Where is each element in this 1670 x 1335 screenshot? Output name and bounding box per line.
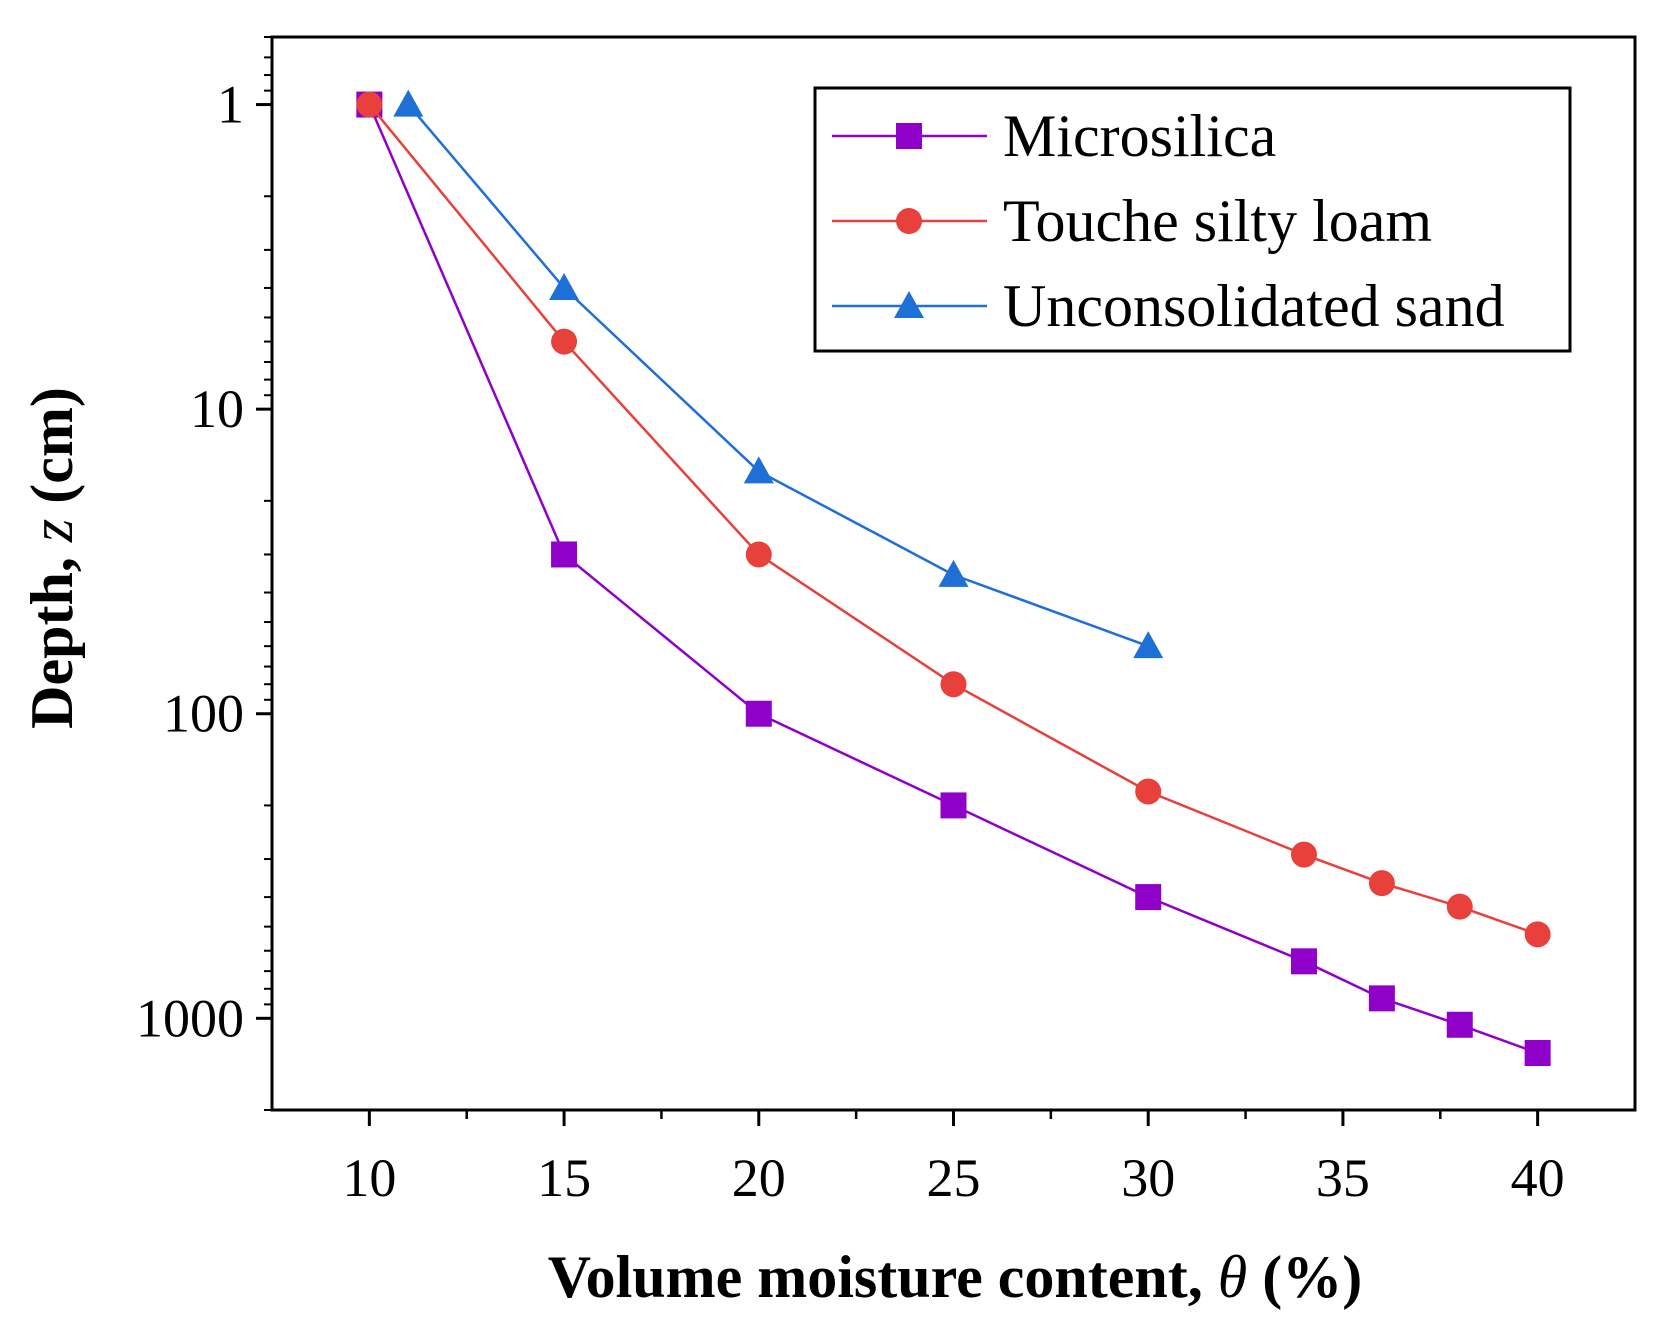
data-point-microsilica — [1524, 1040, 1551, 1067]
data-point-touche-silty-loam — [745, 541, 772, 568]
data-point-unconsolidated-sand — [743, 456, 774, 484]
x-axis-title: Volume moisture content, θ (%) — [548, 1244, 1362, 1310]
data-point-microsilica — [551, 541, 578, 568]
y-tick-label: 100 — [163, 684, 244, 744]
y-tick-label: 1 — [217, 75, 244, 135]
y-tick-label: 1000 — [136, 988, 244, 1048]
legend-marker-touche-silty-loam — [896, 208, 922, 234]
data-point-unconsolidated-sand — [549, 272, 580, 300]
series-unconsolidated-sand — [393, 89, 1164, 659]
data-point-microsilica — [745, 700, 772, 727]
data-point-microsilica — [1446, 1011, 1473, 1038]
legend-entry-microsilica: Microsilica — [832, 103, 1276, 169]
data-point-microsilica — [940, 792, 967, 819]
data-point-microsilica — [1135, 884, 1162, 911]
data-point-microsilica — [1290, 948, 1317, 975]
series-touche-silty-loam — [356, 91, 1551, 948]
legend-marker-microsilica — [896, 123, 922, 149]
x-tick-label: 10 — [342, 1148, 396, 1208]
x-tick-label: 15 — [537, 1148, 591, 1208]
y-tick-label: 10 — [190, 379, 244, 439]
x-tick-label: 40 — [1511, 1148, 1565, 1208]
data-point-touche-silty-loam — [356, 91, 383, 118]
data-point-unconsolidated-sand — [393, 89, 424, 117]
data-point-touche-silty-loam — [1524, 921, 1551, 948]
data-point-touche-silty-loam — [1368, 870, 1395, 897]
legend-label-touche-silty-loam: Touche silty loam — [1003, 188, 1432, 254]
legend: Microsilica Touche silty loam Unconsolidat… — [813, 86, 1572, 353]
legend-entry-unconsolidated-sand: Unconsolidated sand — [832, 273, 1505, 339]
x-tick-label: 20 — [732, 1148, 786, 1208]
y-axis-title: Depth, z (cm) — [19, 387, 85, 729]
legend-label-microsilica: Microsilica — [1003, 103, 1276, 169]
data-point-unconsolidated-sand — [1133, 631, 1164, 659]
x-tick-label: 25 — [927, 1148, 981, 1208]
legend-entry-touche-silty-loam: Touche silty loam — [832, 188, 1432, 254]
data-point-touche-silty-loam — [1135, 778, 1162, 805]
data-point-touche-silty-loam — [940, 671, 967, 698]
x-tick-label: 35 — [1316, 1148, 1370, 1208]
data-point-touche-silty-loam — [1290, 841, 1317, 868]
x-tick-label: 30 — [1121, 1148, 1175, 1208]
data-point-microsilica — [1368, 985, 1395, 1012]
legend-label-unconsolidated-sand: Unconsolidated sand — [1003, 273, 1505, 339]
legend-marker-unconsolidated-sand — [894, 291, 924, 318]
data-point-touche-silty-loam — [1446, 893, 1473, 920]
data-point-unconsolidated-sand — [938, 559, 969, 587]
data-point-touche-silty-loam — [551, 328, 578, 355]
